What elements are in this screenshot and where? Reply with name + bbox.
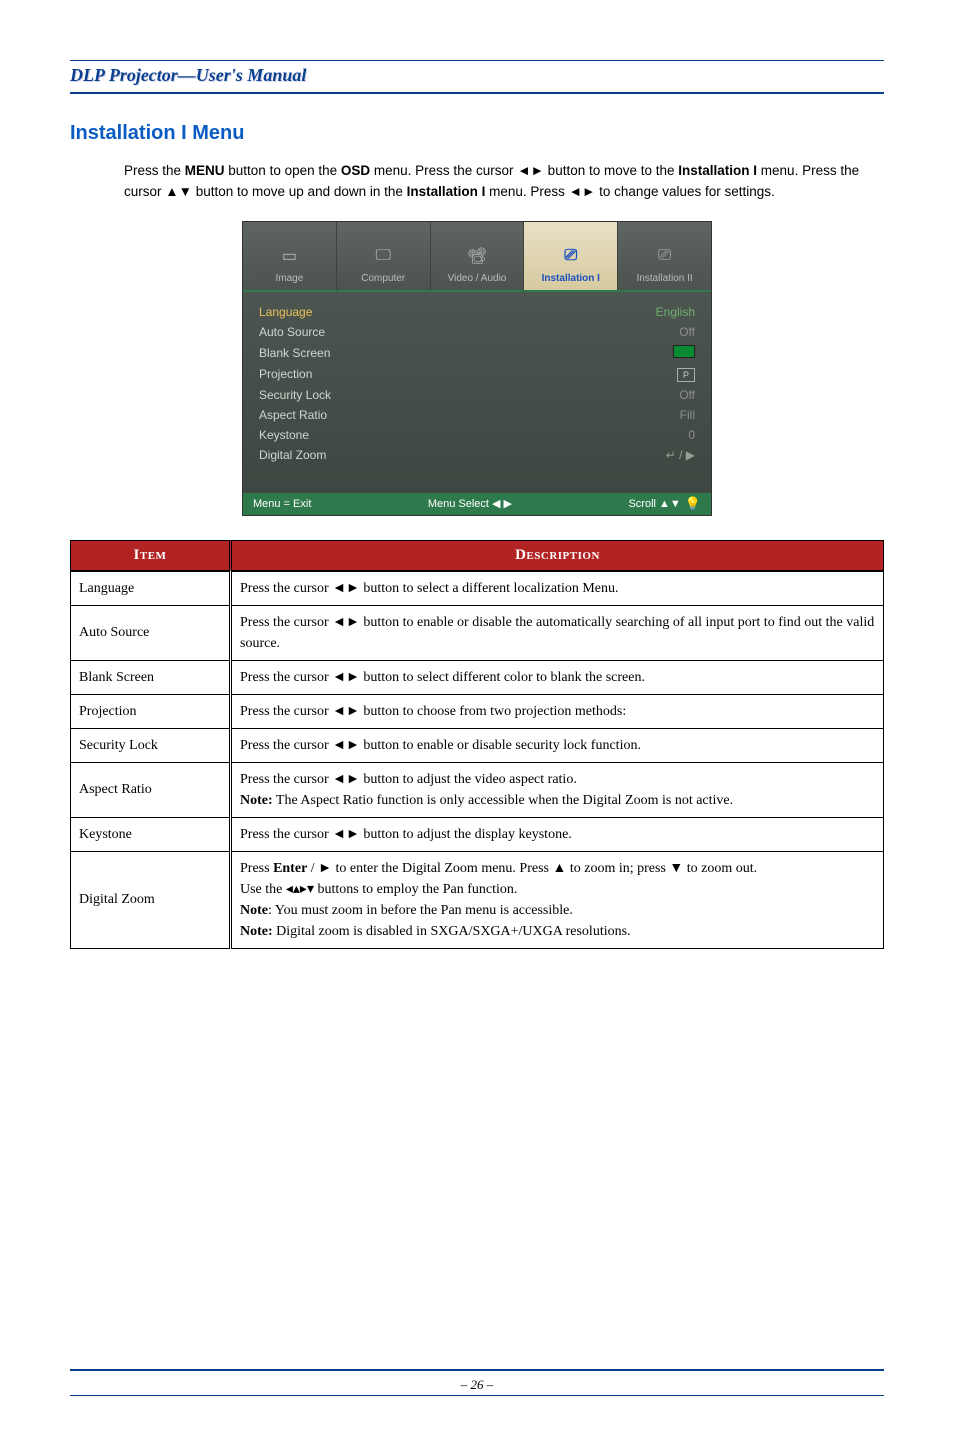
table-row: Blank ScreenPress the cursor ◄► button t… [71,660,884,694]
osd-row-label: Language [259,305,312,319]
osd-row[interactable]: Auto Source Off [259,322,695,342]
table-row: LanguagePress the cursor ◄► button to se… [71,571,884,606]
description-table: Item Description LanguagePress the curso… [70,540,884,949]
osd-tab-bar: ▭ Image 🖵 Computer 📽 Video / Audio ⎚ Ins… [243,222,711,292]
osd-row[interactable]: Language English [259,302,695,322]
col-item: Item [71,540,231,571]
osd-row-value: Fill [680,408,695,422]
item-cell: Aspect Ratio [71,762,231,817]
item-cell: Auto Source [71,605,231,660]
table-row: ProjectionPress the cursor ◄► button to … [71,694,884,728]
col-description: Description [231,540,884,571]
page-header: DLP Projector—User's Manual [70,60,884,94]
osd-tab-installation-1[interactable]: ⎚ Installation I [524,222,618,290]
doc-title: DLP Projector—User's Manual [70,65,306,85]
desc-cell: Press the cursor ◄► button to adjust the… [231,762,884,817]
computer-icon: 🖵 [368,245,398,267]
desc-cell: Press the cursor ◄► button to enable or … [231,728,884,762]
item-cell: Projection [71,694,231,728]
intro-paragraph: Press the MENU button to open the OSD me… [124,161,884,203]
osd-foot-left: Menu = Exit [253,498,311,510]
section-heading: Installation I Menu [70,122,884,145]
bulb-icon: 💡 [685,496,701,512]
osd-body: Language English Auto Source Off Blank Scree… [243,292,711,493]
desc-cell: Press the cursor ◄► button to enable or … [231,605,884,660]
osd-row-value [673,345,695,361]
osd-row-label: Auto Source [259,325,325,339]
osd-row[interactable]: Security Lock Off [259,385,695,405]
osd-row[interactable]: Digital Zoom ↵ / ▶ [259,445,695,465]
table-row: KeystonePress the cursor ◄► button to ad… [71,817,884,851]
table-row: Auto SourcePress the cursor ◄► button to… [71,605,884,660]
osd-row-value: English [656,305,695,319]
osd-row-label: Security Lock [259,388,331,402]
osd-row-label: Aspect Ratio [259,408,327,422]
page-footer: – 26 – [70,1369,884,1396]
item-cell: Security Lock [71,728,231,762]
osd-row-value: Off [679,388,695,402]
osd-row-label: Keystone [259,428,309,442]
page-number: – 26 – [461,1377,494,1392]
table-row: Aspect RatioPress the cursor ◄► button t… [71,762,884,817]
osd-foot-right: Scroll ▲▼ 💡 [628,496,701,512]
item-cell: Keystone [71,817,231,851]
osd-row-label: Digital Zoom [259,448,326,462]
install1-icon: ⎚ [556,245,586,267]
osd-row-value: ↵ / ▶ [666,448,695,462]
image-icon: ▭ [274,245,304,267]
table-row: Security LockPress the cursor ◄► button … [71,728,884,762]
osd-tab-image[interactable]: ▭ Image [243,222,337,290]
item-cell: Digital Zoom [71,851,231,948]
desc-cell: Press the cursor ◄► button to select dif… [231,660,884,694]
osd-foot-mid: Menu Select ◀ ▶ [428,497,512,510]
video-audio-icon: 📽 [462,245,492,267]
osd-row-label: Projection [259,367,312,381]
osd-row-value: Off [679,325,695,339]
desc-cell: Press Enter / ► to enter the Digital Zoo… [231,851,884,948]
desc-cell: Press the cursor ◄► button to select a d… [231,571,884,606]
osd-row-value: 0 [688,428,695,442]
osd-row[interactable]: Keystone 0 [259,425,695,445]
osd-row[interactable]: Blank Screen [259,342,695,364]
osd-footer: Menu = Exit Menu Select ◀ ▶ Scroll ▲▼ 💡 [243,493,711,515]
osd-row[interactable]: Aspect Ratio Fill [259,405,695,425]
table-row: Digital ZoomPress Enter / ► to enter the… [71,851,884,948]
item-cell: Language [71,571,231,606]
osd-row-value: P [677,367,695,382]
desc-cell: Press the cursor ◄► button to adjust the… [231,817,884,851]
osd-screenshot: ▭ Image 🖵 Computer 📽 Video / Audio ⎚ Ins… [70,221,884,516]
osd-tab-video-audio[interactable]: 📽 Video / Audio [431,222,525,290]
desc-cell: Press the cursor ◄► button to choose fro… [231,694,884,728]
osd-panel: ▭ Image 🖵 Computer 📽 Video / Audio ⎚ Ins… [242,221,712,516]
item-cell: Blank Screen [71,660,231,694]
osd-row-label: Blank Screen [259,346,330,360]
osd-tab-computer[interactable]: 🖵 Computer [337,222,431,290]
osd-row[interactable]: Projection P [259,364,695,385]
osd-tab-installation-2[interactable]: ⎚ Installation II [618,222,711,290]
install2-icon: ⎚ [650,245,680,267]
